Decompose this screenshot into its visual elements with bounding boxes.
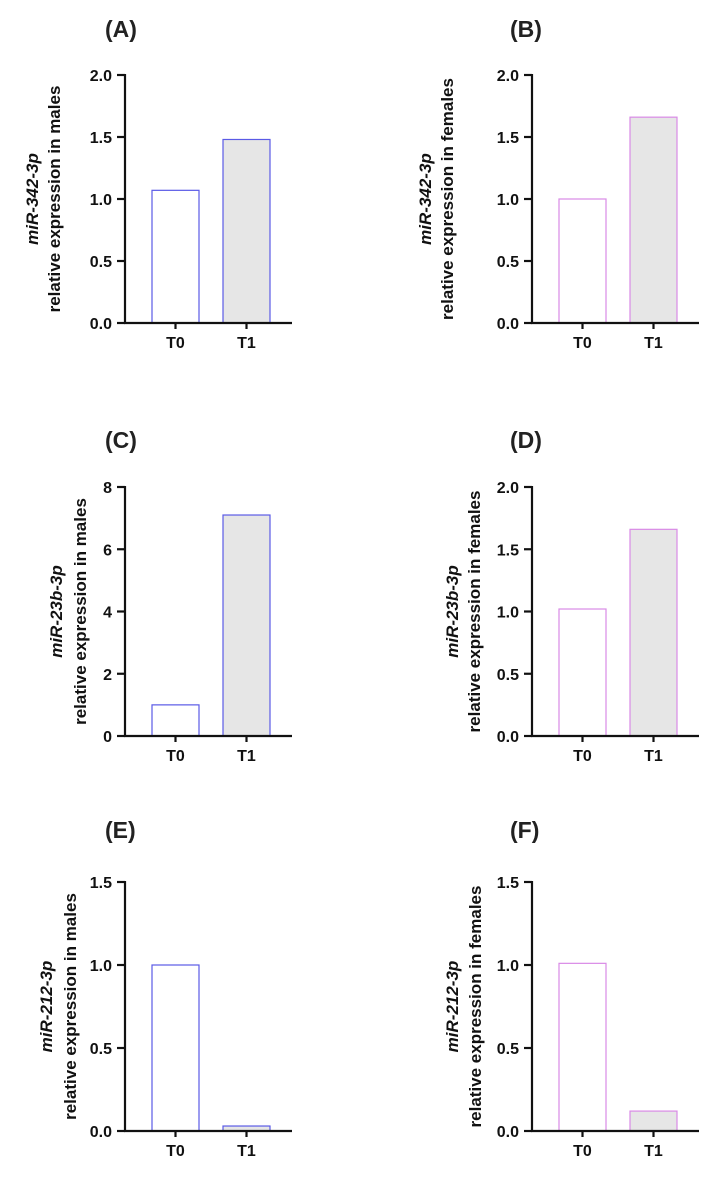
y-axis-label: relative expression in males — [61, 893, 80, 1120]
panel-label: (E) — [105, 817, 136, 843]
y-tick-label: 1.0 — [497, 192, 519, 209]
chart-panel-f: (F) miR-212-3p relative expression in fema… — [443, 817, 699, 1160]
y-tick-label: 1.5 — [90, 130, 112, 147]
y-tick-label: 0.5 — [497, 254, 519, 271]
bar-t1 — [629, 1110, 678, 1132]
y-tick-label: 1.5 — [90, 875, 112, 892]
y-axis-label-gene: miR-342-3p — [23, 153, 42, 245]
panel-label: (A) — [105, 16, 137, 42]
y-axis-label-gene: miR-23b-3p — [47, 565, 66, 658]
x-tick-label: T1 — [237, 748, 256, 765]
y-axis-label: relative expression in females — [438, 78, 457, 320]
y-axis-label-gene: miR-23b-3p — [443, 565, 462, 658]
y-tick-label: 1.5 — [497, 130, 519, 147]
panel-label: (F) — [510, 817, 539, 843]
bar-t1 — [629, 528, 678, 737]
y-axis-label-gene: miR-212-3p — [443, 961, 462, 1053]
bar-t0 — [151, 964, 200, 1132]
y-tick-label: 0.5 — [497, 667, 519, 684]
chart-panel-b: (B) miR-342-3p relative expression in fema… — [416, 16, 699, 352]
x-tick-label: T0 — [573, 1143, 592, 1160]
bar-t0 — [558, 962, 607, 1132]
y-tick-label: 6 — [103, 542, 112, 559]
x-tick-label: T0 — [573, 335, 592, 352]
y-axis-label-gene: miR-342-3p — [416, 153, 435, 245]
y-axis-label: relative expression in males — [45, 86, 64, 313]
bar-t1 — [629, 116, 678, 324]
y-tick-label: 0.0 — [90, 316, 112, 333]
y-tick-label: 1.0 — [497, 958, 519, 975]
bar-t1 — [222, 138, 271, 324]
y-tick-label: 1.0 — [497, 605, 519, 622]
y-tick-label: 2 — [103, 667, 112, 684]
x-tick-label: T1 — [644, 748, 663, 765]
y-axis-label: relative expression in females — [466, 886, 485, 1128]
x-tick-label: T1 — [237, 1143, 256, 1160]
x-tick-label: T0 — [166, 1143, 185, 1160]
y-tick-label: 2.0 — [497, 68, 519, 85]
x-tick-label: T1 — [644, 335, 663, 352]
x-tick-label: T1 — [237, 335, 256, 352]
chart-panel-a: (A) miR-342-3p relative expression in male… — [23, 16, 292, 352]
bar-t0 — [151, 189, 200, 324]
bar-t0 — [558, 198, 607, 324]
chart-panel-e: (E) miR-212-3p relative expression in male… — [37, 817, 292, 1160]
bar-t0 — [558, 608, 607, 737]
chart-panel-c: (C) miR-23b-3p relative expression in male… — [47, 427, 292, 765]
y-tick-label: 0.0 — [497, 1124, 519, 1141]
y-tick-label: 0 — [103, 729, 112, 746]
x-tick-label: T1 — [644, 1143, 663, 1160]
y-tick-label: 0.5 — [90, 254, 112, 271]
y-tick-label: 2.0 — [497, 480, 519, 497]
x-tick-label: T0 — [166, 335, 185, 352]
x-tick-label: T0 — [166, 748, 185, 765]
y-tick-label: 0.0 — [90, 1124, 112, 1141]
y-tick-label: 4 — [103, 605, 112, 622]
y-tick-label: 1.0 — [90, 958, 112, 975]
y-tick-label: 0.5 — [497, 1041, 519, 1058]
y-tick-label: 8 — [103, 480, 112, 497]
y-tick-label: 1.0 — [90, 192, 112, 209]
y-axis-label-gene: miR-212-3p — [37, 961, 56, 1053]
y-tick-label: 0.0 — [497, 316, 519, 333]
y-tick-label: 2.0 — [90, 68, 112, 85]
y-axis-label: relative expression in females — [465, 491, 484, 733]
panel-label: (B) — [510, 16, 542, 42]
bar-t0 — [151, 704, 200, 737]
chart-panel-d: (D) miR-23b-3p relative expression in fema… — [443, 427, 699, 765]
bar-t1 — [222, 514, 271, 737]
y-axis-label: relative expression in males — [71, 498, 90, 725]
y-tick-label: 1.5 — [497, 542, 519, 559]
panel-label: (C) — [105, 427, 137, 453]
panel-label: (D) — [510, 427, 542, 453]
x-tick-label: T0 — [573, 748, 592, 765]
y-tick-label: 1.5 — [497, 875, 519, 892]
y-tick-label: 0.0 — [497, 729, 519, 746]
y-tick-label: 0.5 — [90, 1041, 112, 1058]
